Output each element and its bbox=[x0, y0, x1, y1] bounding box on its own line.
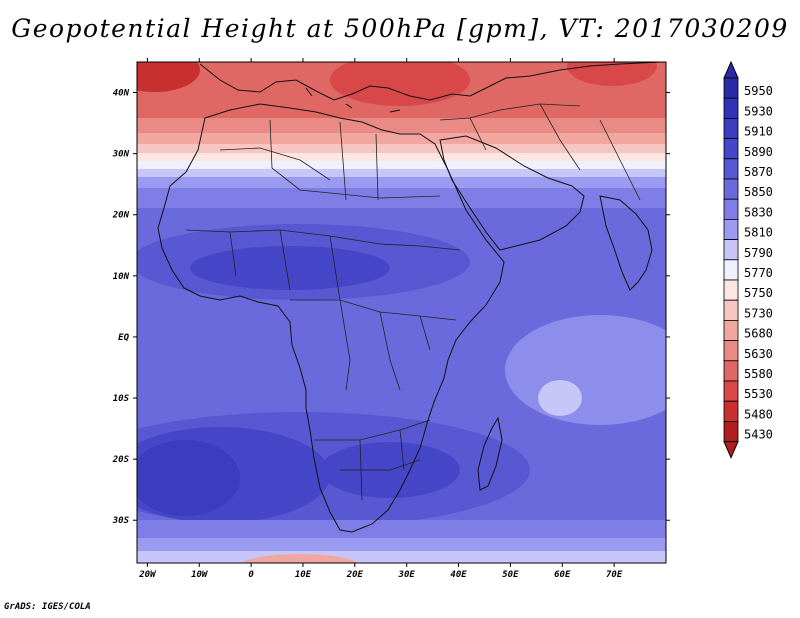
colorbar-label: 5750 bbox=[744, 286, 773, 300]
colorbar-bottom-arrow bbox=[723, 441, 739, 459]
latitude-axis: 40N 30N 20N 10N EQ 10S 20S 30S bbox=[112, 89, 670, 526]
colorbar-cell bbox=[723, 218, 739, 240]
border-middle-east bbox=[439, 103, 641, 201]
colorbar-cell bbox=[723, 279, 739, 301]
colorbar-top-arrow bbox=[723, 60, 739, 79]
colorbar-label: 5580 bbox=[744, 367, 773, 381]
colorbar-cell bbox=[723, 138, 739, 160]
border-sahel bbox=[185, 229, 461, 301]
colorbar-cell bbox=[723, 340, 739, 362]
colorbar-cell bbox=[723, 360, 739, 382]
lat-label: 20N bbox=[112, 211, 130, 221]
colorbar-label: 5680 bbox=[744, 327, 773, 341]
band-5810 bbox=[137, 177, 666, 189]
band-5630 bbox=[137, 118, 666, 134]
africa-coastline bbox=[157, 103, 505, 533]
band-5730 bbox=[137, 144, 666, 154]
grads-credit: GrADS: IGES/COLA bbox=[4, 602, 91, 612]
colorbar-cell bbox=[723, 198, 739, 220]
lat-label: 10N bbox=[113, 272, 130, 282]
europe-coastline bbox=[199, 62, 661, 101]
geopotential-field bbox=[137, 62, 666, 563]
border-north-africa bbox=[219, 119, 441, 201]
height-maximum-south-atlantic bbox=[137, 440, 240, 516]
colorbar-cell bbox=[723, 158, 739, 180]
colorbar-cell bbox=[723, 400, 739, 422]
colorbar-label: 5430 bbox=[744, 428, 773, 442]
colorbar-label: 5790 bbox=[744, 246, 773, 260]
lon-label: 40E bbox=[450, 570, 467, 580]
lon-label: 10E bbox=[295, 570, 312, 580]
lon-label: 20W bbox=[138, 570, 157, 580]
colorbar-label: 5910 bbox=[744, 125, 773, 139]
colorbar-label: 5930 bbox=[744, 104, 773, 118]
lon-label: 60E bbox=[554, 570, 571, 580]
colorbar-label: 5480 bbox=[744, 407, 773, 421]
map-title: Geopotential Height at 500hPa [gpm], VT:… bbox=[11, 14, 789, 43]
lon-label: 50E bbox=[502, 570, 519, 580]
colorbar-cell bbox=[723, 118, 739, 140]
border-central-africa bbox=[290, 299, 457, 391]
colorbar-label: 5890 bbox=[744, 145, 773, 159]
lat-label: 20S bbox=[112, 455, 130, 465]
coastlines bbox=[157, 62, 661, 533]
colorbar-label: 5770 bbox=[744, 266, 773, 280]
colorbar-cell bbox=[723, 319, 739, 341]
longitude-axis: 20W 10W 0 10E 20E 30E 40E 50E 60E 70E bbox=[138, 58, 623, 580]
colorbar-cell bbox=[723, 380, 739, 402]
colorbar-cell bbox=[723, 97, 739, 119]
colorbar-cell bbox=[723, 239, 739, 261]
lon-label: 20E bbox=[346, 570, 364, 580]
band-5830 bbox=[137, 188, 666, 208]
india-coastline bbox=[599, 195, 653, 291]
band-5790 bbox=[137, 169, 666, 178]
mediterranean-islands bbox=[305, 87, 401, 113]
height-minimum-central-asia bbox=[567, 62, 657, 86]
lon-label: 30E bbox=[398, 570, 416, 580]
colorbar-cell bbox=[723, 420, 739, 442]
colorbar-label: 5530 bbox=[744, 387, 773, 401]
colorbar-label: 5730 bbox=[744, 306, 773, 320]
height-minimum-northwest bbox=[137, 62, 200, 92]
plot-frame bbox=[136, 61, 667, 564]
lon-label: 70E bbox=[606, 570, 623, 580]
colorbar-cell bbox=[723, 259, 739, 281]
colorbar-label: 5810 bbox=[744, 226, 773, 240]
colorbar-label: 5850 bbox=[744, 185, 773, 199]
lat-label: EQ bbox=[118, 333, 129, 343]
lat-label: 10S bbox=[113, 394, 130, 404]
country-borders bbox=[185, 103, 641, 501]
colorbar-cell bbox=[723, 178, 739, 200]
colorbar-label: 5830 bbox=[744, 205, 773, 219]
band-south-red bbox=[241, 554, 359, 563]
madagascar-coastline bbox=[477, 416, 503, 491]
band-5890-west-africa bbox=[190, 246, 390, 290]
colorbar-label: 5870 bbox=[744, 165, 773, 179]
colorbar-label: 5630 bbox=[744, 347, 773, 361]
trough-center bbox=[538, 380, 582, 416]
band-5770 bbox=[137, 161, 666, 170]
arabia-coastline bbox=[439, 135, 585, 251]
lat-label: 40N bbox=[113, 89, 130, 99]
band-5680 bbox=[137, 133, 666, 145]
colorbar: 5950 5930 5910 5890 5870 5850 5830 5810 5790 5770… bbox=[723, 60, 773, 459]
border-southern-africa bbox=[314, 419, 431, 501]
lon-label: 10W bbox=[191, 570, 209, 580]
lat-label: 30N bbox=[112, 150, 130, 160]
band-5750 bbox=[137, 153, 666, 162]
colorbar-cell bbox=[723, 77, 739, 99]
colorbar-cell bbox=[723, 299, 739, 321]
lat-label: 30S bbox=[112, 516, 130, 526]
lon-label: 0 bbox=[248, 570, 254, 580]
height-minimum-mediterranean bbox=[330, 62, 470, 106]
band-south-5790 bbox=[137, 551, 666, 563]
colorbar-label: 5950 bbox=[744, 84, 773, 98]
